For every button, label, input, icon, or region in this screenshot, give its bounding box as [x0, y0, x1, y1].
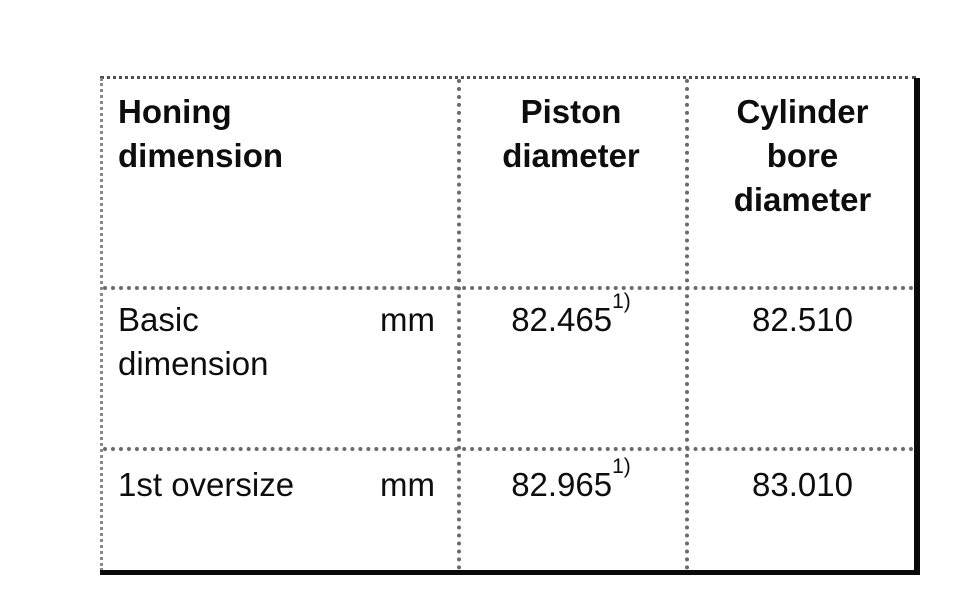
- table-row-oversize-label-cell: 1st oversize mm: [100, 447, 457, 575]
- row-label: Basic dimension: [118, 301, 269, 382]
- footnote-marker: 1): [612, 455, 631, 478]
- header-piston-label: Piston diameter: [502, 93, 640, 174]
- piston-value: 82.965: [511, 466, 613, 503]
- table-row-basic-label-cell: Basic dimension mm: [100, 286, 457, 447]
- table-row-basic-piston-cell: 82.4651): [457, 286, 685, 447]
- row-unit: mm: [380, 466, 435, 503]
- footnote-marker: 1): [612, 290, 631, 313]
- header-cell-honing-dimension: Honing dimension: [100, 76, 457, 286]
- table-grid: Honing dimension Piston diameter Cylinde…: [100, 76, 920, 575]
- header-cell-cylinder-bore-diameter: Cylinder bore diameter: [685, 76, 920, 286]
- row-unit: mm: [380, 301, 435, 338]
- table-row-oversize-bore-cell: 83.010: [685, 447, 920, 575]
- header-cylinder-label: Cylinder bore diameter: [733, 93, 872, 218]
- table-row-basic-bore-cell: 82.510: [685, 286, 920, 447]
- bore-value: 82.510: [752, 301, 853, 338]
- header-honing-label: Honing dimension: [118, 93, 284, 174]
- label-unit-wrap: Basic dimension mm: [118, 298, 435, 386]
- piston-value: 82.465: [511, 301, 613, 338]
- header-cell-piston-diameter: Piston diameter: [457, 76, 685, 286]
- label-unit-wrap: 1st oversize mm: [118, 463, 435, 507]
- bore-value: 83.010: [752, 466, 853, 503]
- row-label: 1st oversize: [118, 466, 295, 503]
- honing-dimension-table: Honing dimension Piston diameter Cylinde…: [100, 76, 920, 575]
- table-row-oversize-piston-cell: 82.9651): [457, 447, 685, 575]
